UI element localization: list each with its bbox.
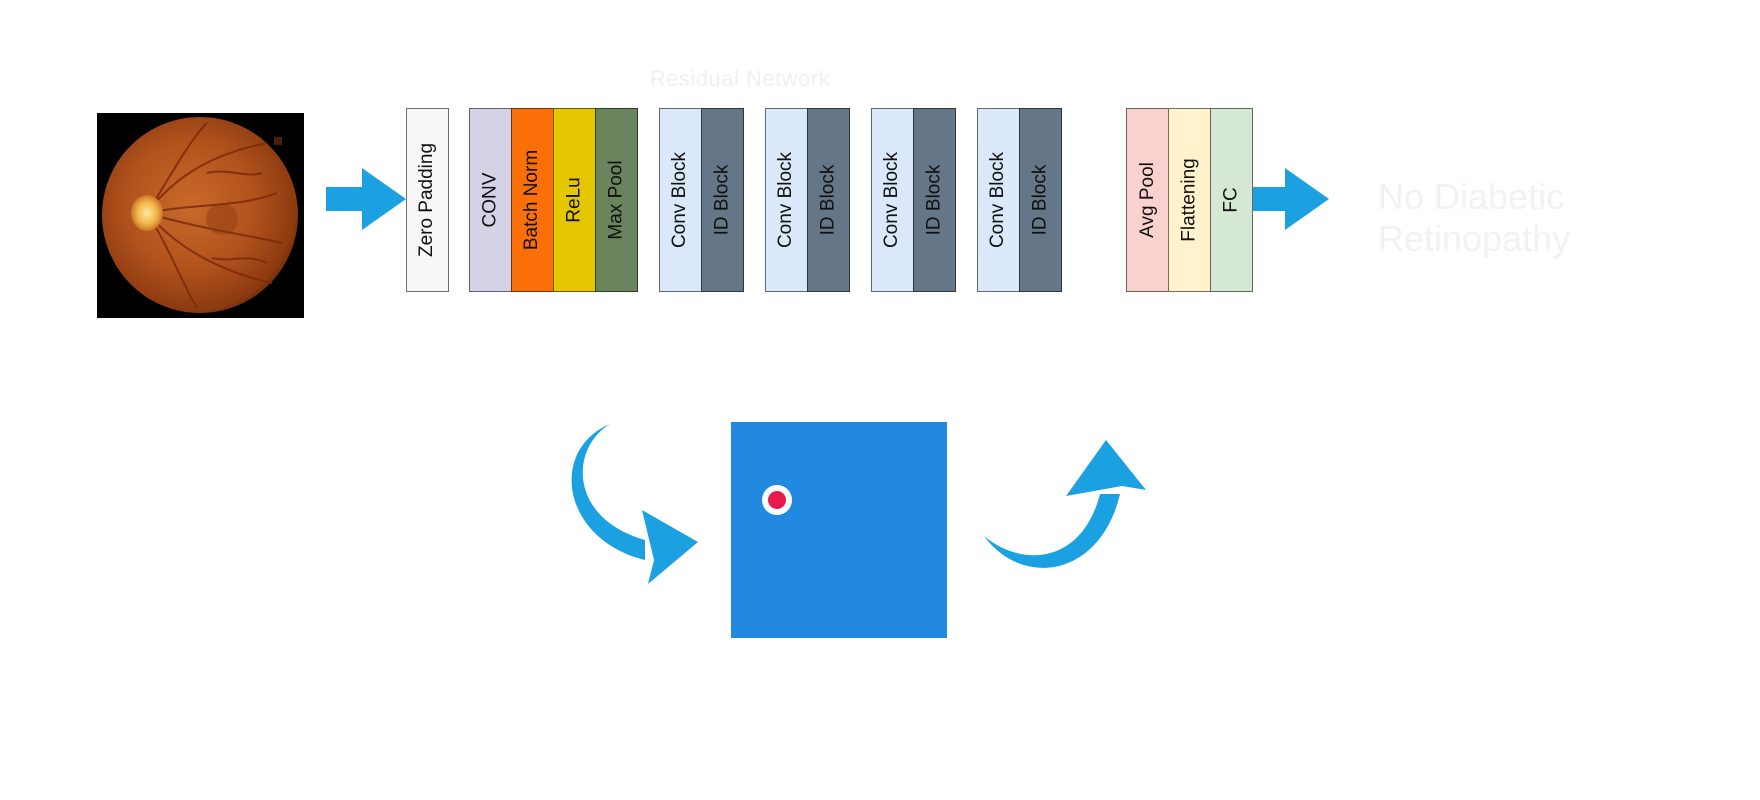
retina-fundus-icon	[102, 117, 298, 313]
feature-map	[731, 422, 947, 638]
layer-label: ReLu	[563, 177, 585, 223]
layer-label: ID Block	[1029, 164, 1051, 236]
layer-zero-padding: Zero Padding	[406, 108, 449, 292]
layer-id-block-2: ID Block	[807, 108, 850, 292]
diagram-title: Residual Network	[649, 66, 831, 91]
layer-label: Zero Padding	[416, 142, 438, 258]
layer-conv: CONV	[469, 108, 512, 292]
layer-label: ID Block	[923, 164, 945, 236]
output-arrow-icon	[1253, 168, 1329, 230]
layer-conv-block-3: Conv Block	[871, 108, 914, 292]
layer-label: ID Block	[817, 164, 839, 236]
layer-label: Conv Block	[775, 151, 797, 249]
layer-id-block-1: ID Block	[701, 108, 744, 292]
layer-max-pool: Max Pool	[595, 108, 638, 292]
layer-conv-block-1: Conv Block	[659, 108, 702, 292]
retina-fundus-image	[97, 113, 304, 318]
layer-id-block-3: ID Block	[913, 108, 956, 292]
layer-label: Conv Block	[987, 151, 1009, 249]
curved-arrow-out-icon	[984, 440, 1146, 568]
layer-label: Batch Norm	[521, 149, 543, 251]
layer-label: CONV	[479, 172, 501, 228]
curved-arrow-in-icon	[571, 424, 698, 584]
input-arrow-icon	[326, 168, 406, 230]
layer-label: ID Block	[711, 164, 733, 236]
layer-relu: ReLu	[553, 108, 596, 292]
layer-conv-block-2: Conv Block	[765, 108, 808, 292]
layer-avg-pool: Avg Pool	[1126, 108, 1169, 292]
output-label: No Diabetic Retinopathy	[1378, 176, 1571, 259]
layer-id-block-4: ID Block	[1019, 108, 1062, 292]
feature-marker-icon	[762, 485, 792, 515]
layer-batch-norm: Batch Norm	[511, 108, 554, 292]
layer-label: Conv Block	[669, 151, 691, 249]
layer-conv-block-4: Conv Block	[977, 108, 1020, 292]
layer-label: Max Pool	[605, 160, 627, 240]
layer-flattening: Flattening	[1168, 108, 1211, 292]
layer-label: FC	[1220, 187, 1242, 213]
layer-label: Avg Pool	[1136, 162, 1158, 238]
layer-label: Flattening	[1178, 158, 1200, 242]
layer-label: Conv Block	[881, 151, 903, 249]
layer-fc: FC	[1210, 108, 1253, 292]
